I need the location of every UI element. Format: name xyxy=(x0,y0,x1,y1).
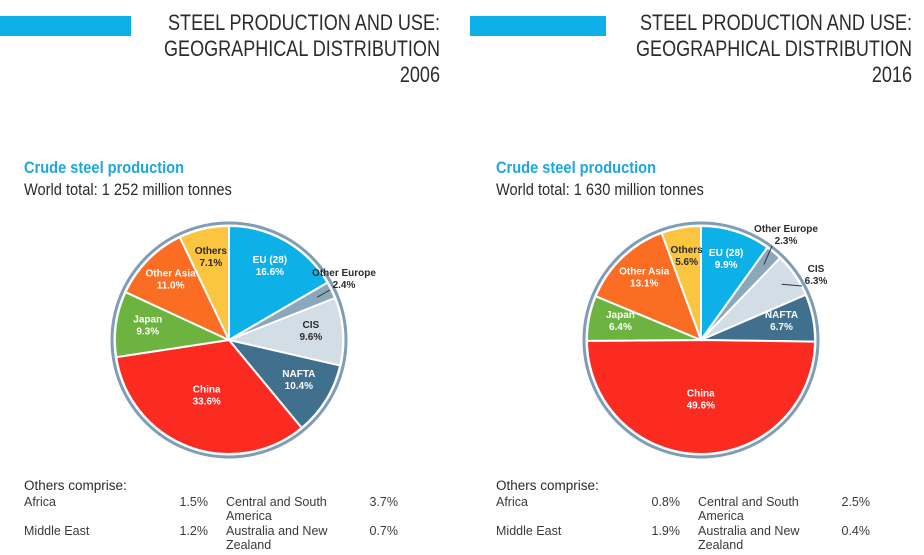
slice-category: Japan xyxy=(133,314,162,325)
slice-category: Others xyxy=(671,245,704,256)
slice-value: 6.4% xyxy=(609,322,632,333)
pie-slice-china xyxy=(115,338,304,455)
slice-category: Other Europe xyxy=(312,268,376,279)
slice-category: Other Europe xyxy=(754,224,818,235)
accent-bar xyxy=(0,16,131,36)
slice-label-eu-28: EU (28)9.9% xyxy=(709,248,743,271)
others-name: Central and South America xyxy=(698,495,799,523)
slice-category: Other Asia xyxy=(619,267,670,278)
slice-value: 9.3% xyxy=(136,326,159,337)
slice-category: China xyxy=(193,385,221,396)
title-year: 2016 xyxy=(871,62,912,87)
others-name: Africa xyxy=(24,495,56,509)
pie-slice-other-asia xyxy=(124,235,232,343)
slice-label-eu-28: EU (28)16.6% xyxy=(253,255,287,278)
others-value: 0.8% xyxy=(651,495,681,509)
slice-value: 11.0% xyxy=(157,280,185,291)
slice-category: Other Asia xyxy=(145,268,196,279)
pie-slice-eu-28 xyxy=(228,224,329,342)
others-value: 0.4% xyxy=(841,524,871,538)
slice-value: 5.6% xyxy=(675,257,698,268)
others-value: 0.7% xyxy=(369,524,399,538)
slice-value: 13.1% xyxy=(630,279,658,290)
slice-value: 16.6% xyxy=(256,267,284,278)
others-name: Middle East xyxy=(24,524,90,538)
slice-category: CIS xyxy=(808,264,825,275)
slice-value: 33.6% xyxy=(192,397,220,408)
others-name: Australia and New Zealand xyxy=(226,524,328,552)
others-name: Australia and New Zealand xyxy=(698,524,800,552)
others-value: 2.5% xyxy=(841,495,871,509)
slice-category: NAFTA xyxy=(282,369,315,380)
others-name: Middle East xyxy=(496,524,562,538)
slice-category: EU (28) xyxy=(253,255,287,266)
slice-category: EU (28) xyxy=(709,248,743,259)
pie-slice-others xyxy=(660,224,702,341)
page-title: STEEL PRODUCTION AND USE: GEOGRAPHICAL D… xyxy=(96,10,440,88)
title-line-2: GEOGRAPHICAL DISTRIBUTION xyxy=(636,36,912,61)
others-breakdown: Others comprise: Africa 1.5% Central and… xyxy=(24,478,398,552)
others-title: Others comprise: xyxy=(24,478,127,493)
pie-slice-china xyxy=(585,338,817,456)
others-value: 1.9% xyxy=(651,524,681,538)
others-name: Central and South America xyxy=(226,495,327,523)
pie-slice-other-asia xyxy=(594,231,703,342)
pie-chart-2016: EU (28)9.9%Other Europe2.3%CIS6.3%NAFTA6… xyxy=(582,221,828,459)
others-breakdown: Others comprise: Africa 0.8% Central and… xyxy=(496,478,870,552)
slice-value: 6.7% xyxy=(770,322,793,333)
title-year: 2006 xyxy=(399,62,440,87)
world-total: World total: 1 630 million tonnes xyxy=(496,180,704,199)
title-line-2: GEOGRAPHICAL DISTRIBUTION xyxy=(164,36,440,61)
title-line-1: STEEL PRODUCTION AND USE: xyxy=(640,10,912,35)
slice-category: Others xyxy=(195,246,228,257)
others-title: Others comprise: xyxy=(496,478,599,493)
accent-bar xyxy=(470,16,606,36)
panel-2016: STEEL PRODUCTION AND USE: GEOGRAPHICAL D… xyxy=(462,0,924,555)
page-title: STEEL PRODUCTION AND USE: GEOGRAPHICAL D… xyxy=(568,10,912,88)
slice-category: NAFTA xyxy=(765,310,798,321)
slice-category: Japan xyxy=(606,310,635,321)
others-value: 1.2% xyxy=(179,524,209,538)
world-total: World total: 1 252 million tonnes xyxy=(24,180,232,199)
slice-value: 6.3% xyxy=(805,276,828,287)
slice-value: 2.4% xyxy=(333,280,356,291)
leader-line xyxy=(763,245,773,265)
slice-value: 2.3% xyxy=(775,236,798,247)
title-line-1: STEEL PRODUCTION AND USE: xyxy=(168,10,440,35)
slice-value: 10.4% xyxy=(285,381,313,392)
chart-subtitle: Crude steel production xyxy=(24,158,185,177)
leader-line xyxy=(316,289,331,298)
others-value: 1.5% xyxy=(179,495,209,509)
chart-subtitle: Crude steel production xyxy=(496,158,657,177)
panel-2006: STEEL PRODUCTION AND USE: GEOGRAPHICAL D… xyxy=(0,10,440,552)
pie-slice-nafta xyxy=(226,338,342,430)
slice-value: 9.6% xyxy=(299,332,322,343)
others-name: Africa xyxy=(496,495,528,509)
slice-category: CIS xyxy=(303,320,320,331)
leader-line xyxy=(781,283,803,287)
others-value: 3.7% xyxy=(369,495,399,509)
slice-category: China xyxy=(687,389,715,400)
slice-value: 9.9% xyxy=(715,260,738,271)
slice-value: 7.1% xyxy=(199,258,222,269)
pie-slice-others xyxy=(178,224,230,341)
slice-value: 49.6% xyxy=(687,401,715,412)
